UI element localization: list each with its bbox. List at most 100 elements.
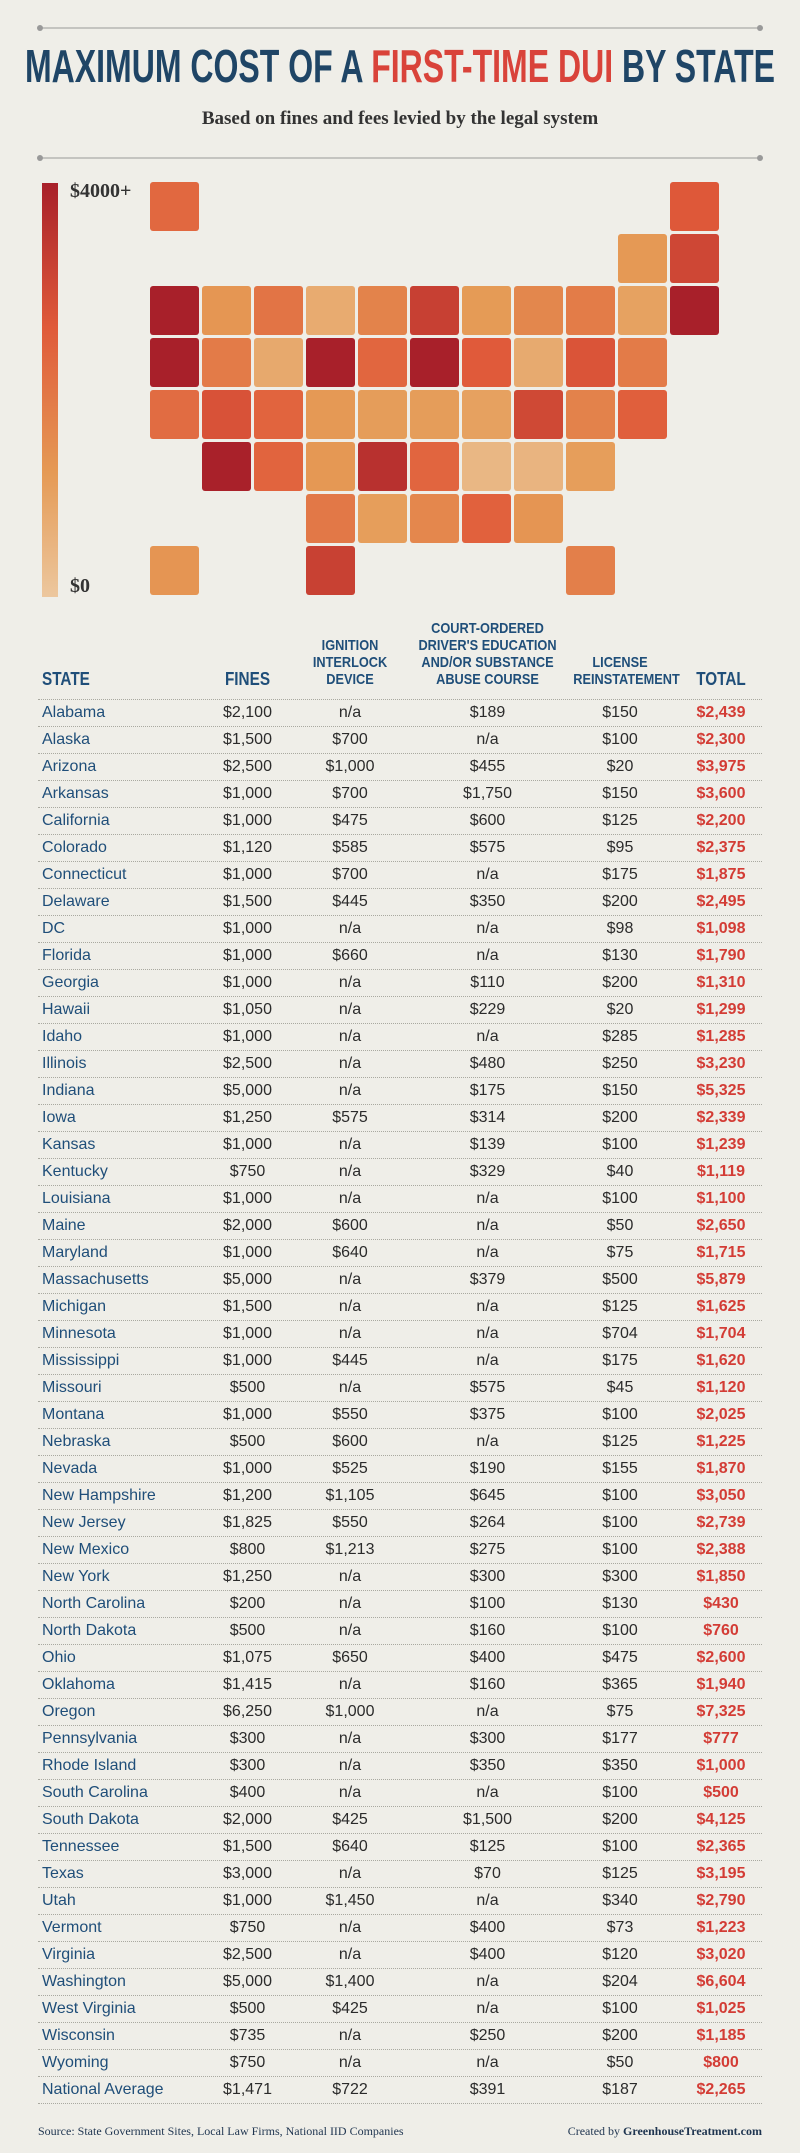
cost-cell: $250 [602, 1055, 638, 1072]
row-separator [38, 1158, 762, 1159]
total-cell: $1,285 [696, 1028, 746, 1045]
row-separator [38, 1833, 762, 1834]
cost-cell: $275 [469, 1541, 506, 1558]
column-header: COURT-ORDERED DRIVER'S EDUCATION AND/OR SU… [413, 620, 562, 688]
state-name: Ohio [42, 1649, 76, 1666]
cost-cell: $350 [469, 893, 506, 910]
legend-max: $4000+ [70, 180, 131, 202]
total-cell: $1,790 [696, 947, 746, 964]
total-cell: $1,098 [696, 920, 746, 937]
cost-cell: $200 [602, 1811, 638, 1828]
cost-cell: n/a [338, 1757, 362, 1774]
cost-cell: $445 [332, 1352, 368, 1369]
cost-cell: $1,000 [223, 1136, 272, 1153]
state-name: Montana [42, 1406, 105, 1423]
cost-cell: $475 [602, 1649, 638, 1666]
cost-cell: $575 [469, 839, 506, 856]
state-tile [358, 390, 407, 439]
total-cell: $2,790 [696, 1892, 746, 1909]
cost-cell: $200 [602, 1109, 638, 1126]
total-cell: $3,020 [696, 1946, 746, 1963]
cost-cell: $5,000 [223, 1973, 272, 1990]
cost-cell: n/a [476, 866, 499, 883]
total-cell: $1,119 [696, 1163, 746, 1180]
cost-cell: n/a [476, 1352, 499, 1369]
state-tile [202, 338, 251, 387]
row-separator [38, 1239, 762, 1240]
total-cell: $2,375 [696, 839, 746, 856]
header-line: ABUSE COURSE [436, 671, 539, 688]
row-separator [38, 1050, 762, 1051]
state-tile [150, 182, 199, 231]
cost-cell: $1,105 [325, 1487, 375, 1504]
state-name: South Carolina [42, 1784, 148, 1801]
cost-cell: $100 [602, 1622, 638, 1639]
state-name: National Average [42, 2081, 164, 2098]
cost-cell: $1,000 [223, 1244, 272, 1261]
cost-cell: n/a [338, 1082, 362, 1099]
cost-cell: $200 [229, 1595, 266, 1612]
cost-cell: $300 [469, 1568, 506, 1585]
cost-cell: $800 [229, 1541, 266, 1558]
cost-cell: $375 [469, 1406, 506, 1423]
row-separator [38, 1509, 762, 1510]
cost-cell: $6,250 [223, 1703, 272, 1720]
state-name: Minnesota [42, 1325, 116, 1342]
state-name: Virginia [42, 1946, 96, 1963]
cost-cell: $100 [602, 1541, 638, 1558]
cost-cell: n/a [338, 704, 362, 721]
title-part: FIRST-TIME DUI [371, 40, 613, 92]
state-tile [514, 338, 563, 387]
cost-cell: $640 [332, 1244, 368, 1261]
cost-cell: $700 [332, 866, 368, 883]
state-tile [462, 390, 511, 439]
header-line: DRIVER'S EDUCATION [418, 637, 557, 654]
row-separator [38, 969, 762, 970]
cost-cell: $400 [469, 1919, 506, 1936]
total-cell: $1,620 [696, 1352, 746, 1369]
cost-cell: $155 [602, 1460, 638, 1477]
cost-cell: n/a [476, 947, 499, 964]
state-name: Mississippi [42, 1352, 120, 1369]
cost-cell: $1,000 [223, 920, 272, 937]
state-tile [462, 442, 511, 491]
header-line: FINES [224, 669, 271, 689]
cost-cell: $200 [602, 2027, 638, 2044]
state-name: Arkansas [42, 785, 109, 802]
state-name: Wyoming [42, 2054, 109, 2071]
state-tile [566, 442, 615, 491]
state-tile [150, 338, 199, 387]
row-separator [38, 1374, 762, 1375]
rule-dot [757, 155, 763, 161]
column-header: STATE [42, 670, 204, 688]
total-cell: $2,339 [696, 1109, 746, 1126]
cost-cell: $1,000 [223, 812, 272, 829]
row-separator [38, 1482, 762, 1483]
cost-cell: $1,250 [223, 1109, 272, 1126]
total-cell: $6,604 [696, 1973, 746, 1990]
cost-cell: $400 [469, 1946, 506, 1963]
cost-cell: $300 [229, 1757, 266, 1774]
cost-cell: $704 [602, 1325, 638, 1342]
column-header: LICENSE REINSTATEMENT [573, 654, 679, 688]
cost-cell: $175 [602, 866, 638, 883]
total-cell: $3,230 [696, 1055, 746, 1072]
cost-cell: $550 [332, 1406, 368, 1423]
total-cell: $1,310 [696, 974, 746, 991]
cost-cell: $1,200 [223, 1487, 272, 1504]
title: MAXIMUM COST OF A FIRST-TIME DUI BY STAT… [25, 40, 775, 92]
header-separator [38, 699, 762, 700]
cost-cell: $200 [602, 974, 638, 991]
cost-cell: $1,500 [463, 1811, 512, 1828]
state-tile [410, 390, 459, 439]
title-part: BY STATE [613, 40, 775, 92]
state-tile [150, 286, 199, 335]
cost-cell: $100 [602, 1784, 638, 1801]
state-name: Hawaii [42, 1001, 91, 1018]
cost-cell: $98 [606, 920, 634, 937]
cost-cell: $5,000 [223, 1082, 272, 1099]
cost-cell: n/a [476, 1892, 499, 1909]
cost-cell: $100 [602, 1514, 638, 1531]
state-tile [514, 442, 563, 491]
total-cell: $1,715 [696, 1244, 746, 1261]
